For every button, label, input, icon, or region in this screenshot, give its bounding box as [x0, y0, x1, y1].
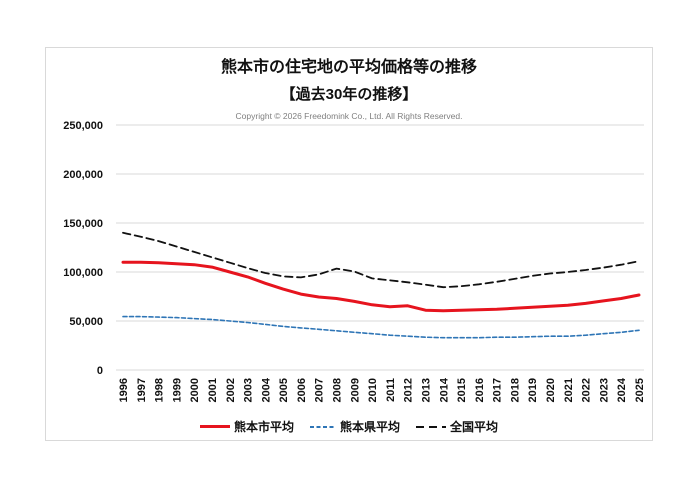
chart-title: 熊本市の住宅地の平均価格等の推移	[220, 59, 477, 76]
chart-legend: 熊本市平均 熊本県平均 全国平均	[46, 418, 652, 435]
x-axis-year-label: 2021	[563, 378, 575, 402]
legend-label-national: 全国平均	[450, 420, 499, 434]
series-line-1	[122, 315, 640, 339]
series-line-2	[122, 231, 640, 289]
legend-label-kumamoto-pref: 熊本県平均	[339, 420, 400, 434]
x-axis-year-label: 1998	[154, 378, 166, 402]
city-line-sample-icon	[199, 425, 230, 428]
x-axis-year-label: 1996	[118, 378, 130, 402]
y-axis-tick-label: 50,000	[69, 316, 103, 328]
chart-header: 熊本市の住宅地の平均価格等の推移 【過去30年の推移】 Copyright © …	[46, 48, 652, 122]
x-axis-year-label: 2011	[385, 378, 397, 402]
y-axis-tick-label: 100,000	[63, 267, 103, 279]
x-axis-year-label: 2020	[545, 378, 557, 402]
x-axis-year-label: 2012	[403, 378, 415, 402]
x-axis-year-label: 2017	[492, 378, 504, 402]
chart-subtitle: 【過去30年の推移】	[280, 86, 418, 103]
legend-item-kumamoto-pref: 熊本県平均	[309, 418, 400, 435]
x-axis-year-label: 2019	[527, 378, 539, 402]
x-axis-year-label: 2018	[509, 378, 521, 402]
x-axis-year-label: 2003	[243, 378, 255, 402]
legend-label-kumamoto-city: 熊本市平均	[233, 420, 294, 434]
legend-item-kumamoto-city: 熊本市平均	[199, 418, 294, 435]
y-axis-tick-label: 250,000	[63, 120, 103, 132]
x-axis-year-label: 2024	[616, 377, 628, 402]
series-line-0	[121, 260, 641, 313]
y-axis-tick-label: 150,000	[63, 218, 103, 230]
x-axis-year-label: 2016	[474, 378, 486, 402]
y-axis-tick-label: 200,000	[63, 169, 103, 181]
x-axis-year-label: 1997	[136, 378, 148, 402]
legend-item-national: 全国平均	[416, 418, 498, 435]
x-axis-year-label: 2022	[581, 378, 593, 402]
x-axis-year-label: 2007	[314, 378, 326, 402]
chart-card: 熊本市の住宅地の平均価格等の推移 【過去30年の推移】 Copyright © …	[45, 47, 653, 441]
x-axis-year-label: 2014	[438, 377, 450, 402]
x-axis-year-label: 2013	[420, 378, 432, 402]
x-axis-year-label: 2025	[634, 378, 646, 402]
x-axis-year-label: 2000	[189, 378, 201, 402]
prefecture-line-sample-icon	[309, 425, 336, 428]
y-axis-tick-label: 0	[97, 365, 103, 377]
x-axis-year-label: 2009	[349, 378, 361, 402]
x-axis-year-label: 2015	[456, 378, 468, 402]
x-axis-year-label: 1999	[171, 378, 183, 402]
x-axis-year-label: 2004	[260, 377, 272, 402]
copyright-text: Copyright © 2026 Freedomink Co., Ltd. Al…	[235, 111, 463, 121]
x-axis-year-label: 2001	[207, 378, 219, 402]
national-line-sample-icon	[416, 425, 446, 428]
x-axis-year-label: 2002	[225, 378, 237, 402]
line-chart-plot: 0 50,000 100,000 150,000 200,000 250,000 1996 1…	[63, 120, 646, 402]
x-axis-year-label: 2008	[332, 378, 344, 402]
x-axis-year-label: 2023	[598, 378, 610, 402]
x-axis-year-label: 2005	[278, 378, 290, 402]
x-axis-year-label: 2006	[296, 378, 308, 402]
x-axis-year-label: 2010	[367, 378, 379, 402]
